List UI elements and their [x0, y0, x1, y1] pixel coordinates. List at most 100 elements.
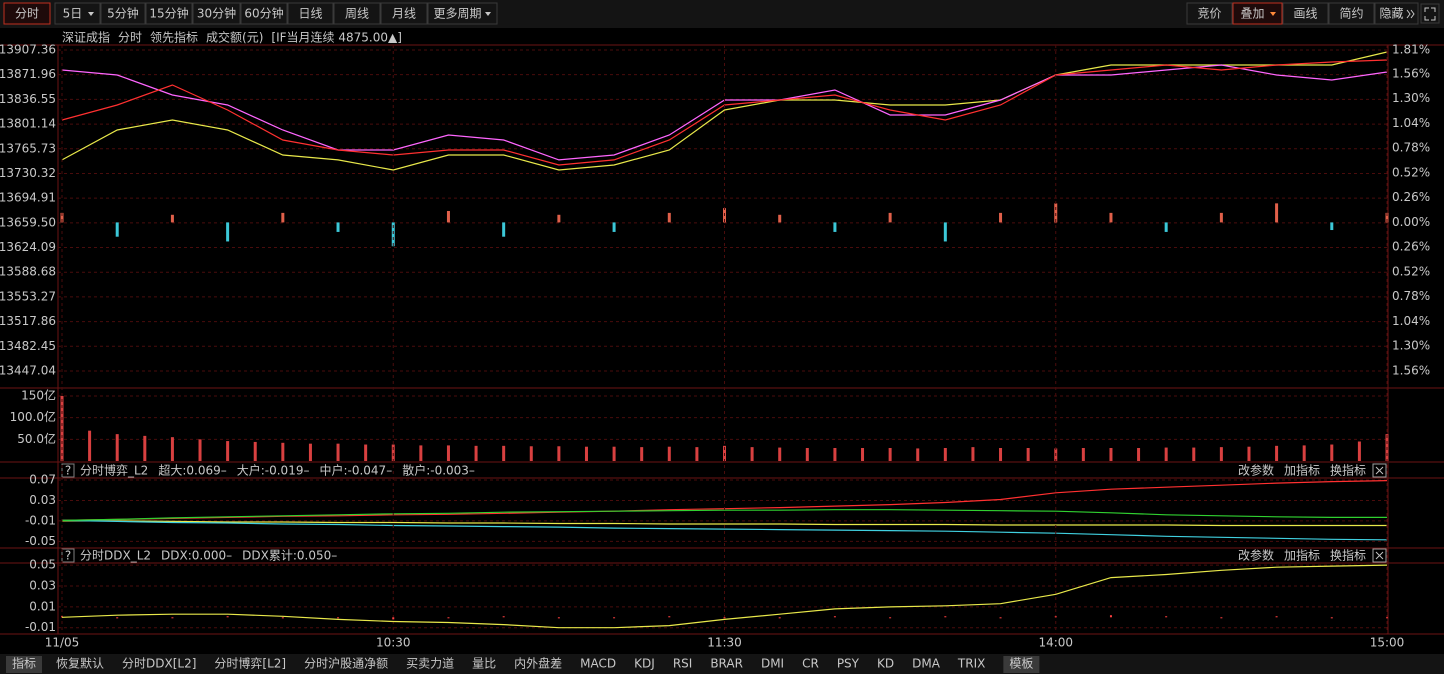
period-tab[interactable]: [192, 2, 241, 25]
bar: [281, 617, 284, 619]
bar: [613, 617, 616, 619]
series-line: [61, 564, 1388, 629]
period-tab[interactable]: [427, 2, 498, 25]
dropdown-arrow: [485, 12, 491, 16]
bar: [1385, 212, 1389, 223]
y-tick-label: 100.0亿: [10, 409, 56, 424]
bar: [1081, 448, 1085, 461]
period-tab[interactable]: [145, 2, 193, 25]
bottom-tab[interactable]: 恢复默认: [56, 656, 104, 671]
bar: [971, 447, 975, 461]
bottom-tab[interactable]: RSI: [673, 657, 693, 671]
bar: [308, 443, 312, 461]
toolbar-button[interactable]: [1186, 2, 1233, 25]
bar: [888, 212, 892, 223]
bar: [502, 222, 506, 237]
bottom-tab[interactable]: PSY: [837, 657, 860, 671]
panel-button[interactable]: 加指标: [1284, 548, 1320, 563]
legend-entry: [IF当月连续 4875.00▲]: [271, 30, 401, 45]
bar: [557, 617, 560, 619]
period-tab[interactable]: [54, 2, 101, 25]
bar: [778, 617, 781, 619]
y2-tick-label: 0.26%: [1392, 190, 1430, 204]
x-tick-label: 14:00: [1038, 636, 1073, 650]
bar: [1109, 212, 1113, 223]
bottom-tab[interactable]: 分时DDX[L2]: [122, 657, 196, 671]
bar: [391, 222, 395, 247]
period-tab-label: 60分钟: [244, 6, 283, 21]
bar: [115, 222, 119, 237]
period-tab[interactable]: [287, 2, 334, 25]
y-tick-label: 13624.09: [0, 240, 56, 254]
y2-tick-label: 1.56%: [1392, 66, 1430, 80]
y-tick-label: 13482.45: [0, 339, 56, 353]
bottom-tab[interactable]: CR: [802, 657, 819, 671]
help-icon-box[interactable]: [61, 463, 75, 478]
y-tick-label: -0.01: [25, 513, 56, 527]
y2-tick-label: 0.00%: [1392, 215, 1430, 229]
panel-button[interactable]: 加指标: [1284, 463, 1320, 478]
bar: [861, 448, 865, 461]
period-label: 分时: [118, 31, 142, 45]
series-line: [61, 519, 1388, 541]
y-tick-label: 0.01: [29, 599, 56, 613]
bar: [999, 212, 1003, 223]
toolbar-button[interactable]: [1328, 2, 1375, 25]
y2-tick-label: 0.26%: [1392, 240, 1430, 254]
bottom-tab[interactable]: KD: [877, 657, 894, 671]
panel-button[interactable]: 换指标: [1330, 548, 1366, 563]
period-tab[interactable]: [380, 2, 428, 25]
toolbar-button[interactable]: [1374, 2, 1419, 25]
bottom-tab[interactable]: BRAR: [710, 657, 743, 671]
fullscreen-button[interactable]: [1420, 3, 1440, 24]
bar: [336, 222, 340, 232]
bar: [1330, 617, 1333, 619]
bar: [916, 448, 920, 461]
bottom-tab[interactable]: 指标: [12, 656, 36, 671]
y-tick-label: 0.03: [29, 493, 56, 507]
series-line: [61, 509, 1387, 521]
bar: [1164, 222, 1168, 232]
panel-button[interactable]: 改参数: [1238, 548, 1274, 563]
bar: [943, 222, 947, 242]
panel-button[interactable]: 换指标: [1330, 463, 1366, 478]
bottom-tab[interactable]: 模板: [1009, 657, 1033, 671]
y2-tick-label: 1.56%: [1392, 364, 1430, 378]
close-button[interactable]: [1372, 548, 1387, 563]
bar: [1275, 616, 1278, 618]
period-tab[interactable]: [3, 2, 51, 25]
bottom-tab[interactable]: 内外盘差: [514, 656, 562, 671]
bottom-tab[interactable]: TRIX: [957, 657, 985, 671]
bottom-tab[interactable]: MACD: [580, 657, 616, 671]
legend-entry: 领先指标: [150, 30, 198, 45]
toolbar-button[interactable]: [1232, 2, 1283, 25]
close-button[interactable]: [1372, 463, 1387, 478]
legend-entry: DDX:0.000–: [161, 549, 232, 563]
period-tab-label: 15分钟: [149, 6, 188, 21]
bar: [1165, 616, 1168, 618]
toolbar-button[interactable]: [1282, 2, 1329, 25]
x-tick-label: 11:30: [707, 636, 742, 650]
bottom-tab[interactable]: 买卖力道: [406, 657, 454, 671]
panel-button[interactable]: 改参数: [1238, 463, 1274, 478]
bottom-tab[interactable]: 量比: [472, 657, 496, 671]
period-tab[interactable]: [100, 2, 146, 25]
bottom-tab[interactable]: DMI: [761, 657, 784, 671]
bottom-tab[interactable]: 分时沪股通净额: [304, 657, 388, 671]
bottom-tab[interactable]: 分时博弈[L2]: [214, 656, 286, 671]
bar: [612, 222, 616, 232]
bar: [750, 447, 754, 461]
bar: [336, 443, 340, 461]
legend-entry: 中户:-0.047–: [319, 463, 392, 478]
toolbar-button-label: 画线: [1293, 7, 1317, 21]
bottom-tab[interactable]: DMA: [912, 657, 941, 671]
bar: [557, 446, 561, 461]
indicator-title: 分时博弈_L2: [80, 463, 148, 478]
period-tab[interactable]: [240, 2, 288, 25]
bottom-tab[interactable]: KDJ: [634, 657, 655, 671]
bar: [474, 445, 478, 461]
bar: [1330, 444, 1334, 461]
period-tab[interactable]: [333, 2, 381, 25]
bar: [170, 214, 174, 223]
y2-tick-label: 1.30%: [1392, 91, 1430, 105]
